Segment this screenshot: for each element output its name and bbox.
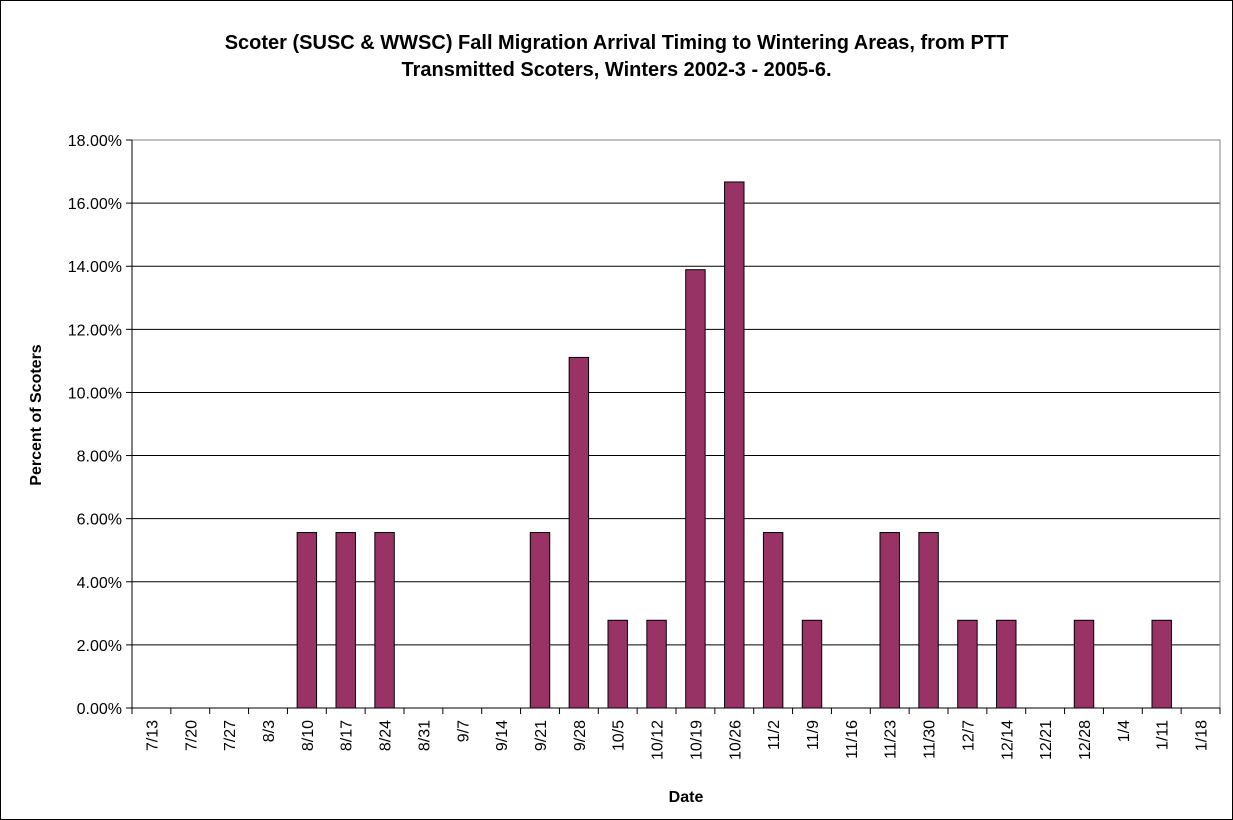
y-tick-label: 14.00%	[68, 259, 122, 276]
y-tick-label: 10.00%	[68, 385, 122, 402]
x-tick-label: 7/13	[144, 720, 161, 751]
x-tick-label: 8/31	[416, 720, 433, 751]
bar	[762, 532, 784, 709]
x-tick-labels: 7/13 7/20 7/27 8/3 8/10 8/17 8/24 8/31 9/7 9/14 9/…	[144, 720, 1210, 760]
bar	[724, 181, 745, 709]
bar	[879, 532, 900, 709]
bar	[335, 532, 356, 709]
bars	[296, 181, 1172, 709]
x-tick-label: 10/12	[650, 720, 667, 760]
chart-title: Scoter (SUSC & WWSC) Fall Migration Arri…	[0, 30, 1233, 84]
x-tick-label: 11/2	[766, 720, 783, 750]
x-tick-label: 11/9	[805, 720, 822, 750]
chart-title-line-1: Scoter (SUSC & WWSC) Fall Migration Arri…	[224, 32, 1009, 54]
y-tick-label: 0.00%	[77, 701, 122, 718]
x-tick-label: 1/4	[1116, 720, 1133, 742]
x-tick-label: 12/28	[1077, 720, 1094, 760]
bar	[568, 356, 590, 709]
x-tick-label: 1/18	[1194, 720, 1211, 751]
bar	[529, 532, 551, 709]
bar	[685, 269, 706, 709]
y-tick-label: 6.00%	[77, 512, 122, 529]
bar	[996, 619, 1017, 709]
x-tick-label: 8/3	[261, 720, 278, 742]
x-tick-label: 8/17	[339, 720, 356, 751]
x-tick-label: 9/14	[494, 720, 511, 751]
gridlines	[132, 139, 1220, 709]
x-tick-label: 1/11	[1155, 720, 1172, 750]
y-axis-label: Percent of Scoters	[28, 344, 45, 485]
y-tick-label: 18.00%	[68, 133, 122, 150]
bar	[646, 619, 667, 709]
bar	[918, 532, 939, 709]
x-tick-label: 8/10	[300, 720, 317, 751]
x-tick-label: 12/7	[960, 720, 977, 751]
x-tick-label: 10/19	[688, 720, 705, 760]
bar	[374, 532, 395, 709]
chart-title-line-2: Transmitted Scoters, Winters 2002-3 - 20…	[401, 59, 832, 81]
y-tick-labels: 0.00% 2.00% 4.00% 6.00% 8.00% 10.00% 12.00% 14.…	[68, 133, 122, 718]
x-tick-label: 7/27	[222, 720, 239, 751]
x-tick-label: 12/21	[1038, 720, 1055, 760]
y-tick-label: 12.00%	[68, 322, 122, 339]
x-tick-label: 11/30	[922, 720, 939, 759]
x-axis-label: Date	[669, 789, 704, 806]
plot-area	[131, 139, 1221, 709]
x-tick-label: 12/14	[999, 720, 1016, 760]
bar	[957, 619, 978, 709]
x-tick-label: 7/20	[183, 720, 200, 751]
y-tick-label: 2.00%	[77, 638, 122, 655]
y-tick-label: 4.00%	[77, 575, 122, 592]
bar	[801, 619, 823, 709]
bar	[296, 532, 318, 709]
x-tick-label: 11/16	[844, 720, 861, 759]
y-tick-label: 16.00%	[68, 196, 122, 213]
x-tick-label: 9/7	[455, 720, 472, 742]
axes	[126, 139, 1221, 714]
x-tick-label: 8/24	[378, 720, 395, 751]
x-tick-label: 10/5	[611, 720, 628, 751]
bar	[1151, 619, 1172, 709]
x-tick-label: 10/26	[727, 720, 744, 760]
bar	[607, 619, 628, 709]
x-tick-label: 11/23	[883, 720, 900, 759]
bar	[1073, 619, 1095, 709]
x-tick-label: 9/28	[572, 720, 589, 751]
x-tick-label: 9/21	[533, 720, 550, 751]
y-tick-label: 8.00%	[77, 449, 122, 466]
